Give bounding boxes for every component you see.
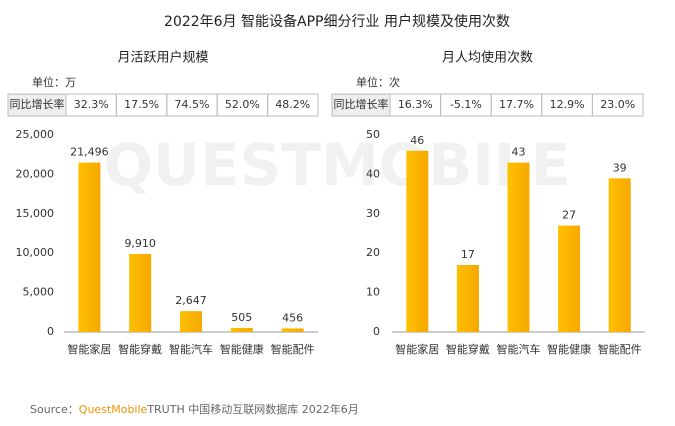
unit-label: 单位：次 — [356, 75, 400, 89]
x-tick-label: 智能汽车 — [169, 342, 213, 356]
growth-value: 52.0% — [225, 98, 260, 111]
x-tick-label: 智能健康 — [220, 342, 264, 356]
growth-value: 16.3% — [398, 98, 433, 111]
bar — [78, 162, 101, 332]
y-tick-label: 15,000 — [16, 207, 55, 220]
data-label: 21,496 — [70, 146, 109, 159]
x-tick-label: 智能家居 — [67, 342, 111, 356]
bar — [507, 162, 530, 332]
x-tick-label: 智能穿戴 — [118, 342, 162, 356]
x-tick-label: 智能配件 — [271, 342, 315, 356]
y-tick-label: 30 — [366, 207, 380, 220]
y-tick-label: 10,000 — [16, 246, 55, 259]
bar — [281, 328, 304, 332]
panel-title: 月活跃用户规模 — [117, 50, 208, 66]
x-tick-label: 智能健康 — [547, 342, 591, 356]
x-tick-label: 智能家居 — [395, 342, 439, 356]
data-label: 505 — [231, 311, 252, 324]
growth-label: 同比增长率 — [10, 97, 65, 111]
chart-title: 2022年6月 智能设备APP细分行业 用户规模及使用次数 — [164, 13, 510, 30]
bar — [129, 253, 152, 332]
data-label: 2,647 — [175, 294, 207, 307]
bar — [230, 328, 253, 332]
y-tick-label: 20,000 — [16, 167, 55, 180]
y-tick-label: 0 — [373, 325, 380, 338]
watermark: QUESTMOBILE — [104, 131, 571, 199]
growth-cell — [267, 93, 319, 117]
data-label: 27 — [562, 209, 576, 222]
y-tick-label: 5,000 — [23, 286, 55, 299]
growth-value: 74.5% — [175, 98, 210, 111]
x-tick-label: 智能穿戴 — [446, 342, 490, 356]
growth-value: 12.9% — [550, 98, 585, 111]
data-label: 39 — [613, 161, 627, 174]
data-label: 46 — [410, 134, 424, 147]
bar — [608, 178, 631, 332]
growth-value: 17.7% — [499, 98, 534, 111]
x-tick-label: 智能配件 — [598, 342, 642, 356]
growth-value: 48.2% — [275, 98, 310, 111]
bar — [180, 311, 202, 332]
y-tick-label: 25,000 — [16, 128, 55, 141]
data-label: 43 — [512, 146, 526, 159]
panel-title: 月人均使用次数 — [442, 50, 533, 66]
growth-label: 同比增长率 — [334, 97, 389, 111]
y-tick-label: 50 — [366, 128, 380, 141]
source-label: Source： — [30, 403, 79, 416]
source-text: TRUTH 中国移动互联网数据库 2022年6月 — [146, 402, 358, 416]
y-tick-label: 0 — [47, 325, 54, 338]
data-label: 456 — [282, 311, 303, 324]
bar — [558, 225, 581, 332]
source: Source：QuestMobileTRUTH 中国移动互联网数据库 2022年… — [30, 402, 359, 416]
y-tick-label: 40 — [366, 167, 380, 180]
growth-cell — [591, 93, 644, 117]
unit-label: 单位：万 — [32, 75, 76, 89]
data-label: 17 — [461, 248, 475, 261]
source-brand: QuestMobile — [79, 403, 148, 416]
bar — [456, 265, 479, 332]
y-tick-label: 20 — [366, 246, 380, 259]
data-label: 9,910 — [124, 237, 156, 250]
y-tick-label: 10 — [366, 286, 380, 299]
growth-value: 17.5% — [124, 98, 159, 111]
x-tick-label: 智能汽车 — [497, 342, 541, 356]
growth-value: 32.3% — [74, 98, 109, 111]
bar — [406, 150, 429, 332]
growth-value: -5.1% — [450, 98, 482, 111]
growth-value: 23.0% — [600, 98, 635, 111]
